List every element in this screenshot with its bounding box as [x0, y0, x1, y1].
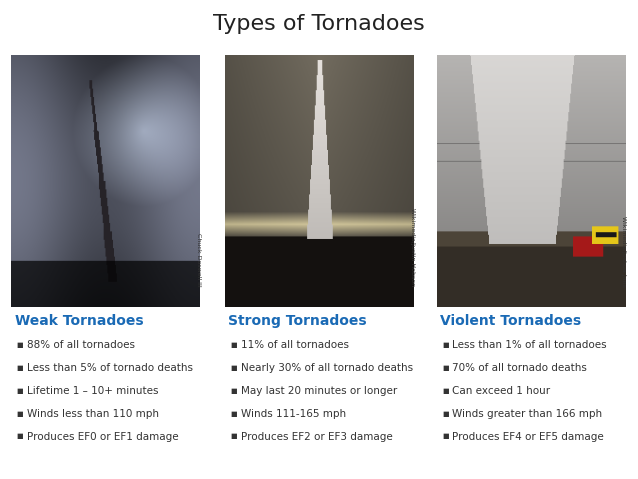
- Text: ■: ■: [230, 342, 237, 348]
- Text: ■: ■: [442, 388, 449, 394]
- Text: Lifetime 1 – 10+ minutes: Lifetime 1 – 10+ minutes: [27, 386, 158, 396]
- Text: Weak Tornadoes: Weak Tornadoes: [15, 314, 144, 328]
- Text: ■: ■: [230, 388, 237, 394]
- Text: ■: ■: [17, 388, 23, 394]
- Text: ■: ■: [17, 342, 23, 348]
- Text: ■: ■: [230, 411, 237, 417]
- Text: Produces EF0 or EF1 damage: Produces EF0 or EF1 damage: [27, 432, 179, 442]
- Text: ■: ■: [442, 411, 449, 417]
- Text: ■: ■: [17, 365, 23, 371]
- Text: ■: ■: [17, 433, 23, 440]
- Text: ■: ■: [442, 365, 449, 371]
- Text: Violent Tornadoes: Violent Tornadoes: [440, 314, 581, 328]
- Text: Strong Tornadoes: Strong Tornadoes: [228, 314, 367, 328]
- Text: Less than 1% of all tornadoes: Less than 1% of all tornadoes: [452, 340, 607, 350]
- Text: 11% of all tornadoes: 11% of all tornadoes: [241, 340, 348, 350]
- Text: Nearly 30% of all tornado deaths: Nearly 30% of all tornado deaths: [241, 363, 413, 373]
- Text: Winds 111-165 mph: Winds 111-165 mph: [241, 409, 346, 419]
- Text: Produces EF4 or EF5 damage: Produces EF4 or EF5 damage: [452, 432, 604, 442]
- Text: Less than 5% of tornado deaths: Less than 5% of tornado deaths: [27, 363, 193, 373]
- Text: ■: ■: [230, 433, 237, 440]
- Text: ■: ■: [17, 411, 23, 417]
- Text: Produces EF2 or EF3 damage: Produces EF2 or EF3 damage: [241, 432, 392, 442]
- Text: 88% of all tornadoes: 88% of all tornadoes: [27, 340, 135, 350]
- Text: Wikimedia/Joshua Jans: Wikimedia/Joshua Jans: [621, 216, 627, 286]
- Text: May last 20 minutes or longer: May last 20 minutes or longer: [241, 386, 397, 396]
- Text: Can exceed 1 hour: Can exceed 1 hour: [452, 386, 551, 396]
- Text: ■: ■: [230, 365, 237, 371]
- Text: ■: ■: [442, 342, 449, 348]
- Text: Types of Tornadoes: Types of Tornadoes: [213, 14, 425, 34]
- Text: Winds greater than 166 mph: Winds greater than 166 mph: [452, 409, 602, 419]
- Text: Chuck Doswell III: Chuck Doswell III: [196, 233, 201, 286]
- Text: ■: ■: [442, 433, 449, 440]
- Text: Winds less than 110 mph: Winds less than 110 mph: [27, 409, 159, 419]
- Text: Wikimedia/Justin Hobson: Wikimedia/Justin Hobson: [410, 208, 415, 286]
- Text: 70% of all tornado deaths: 70% of all tornado deaths: [452, 363, 587, 373]
